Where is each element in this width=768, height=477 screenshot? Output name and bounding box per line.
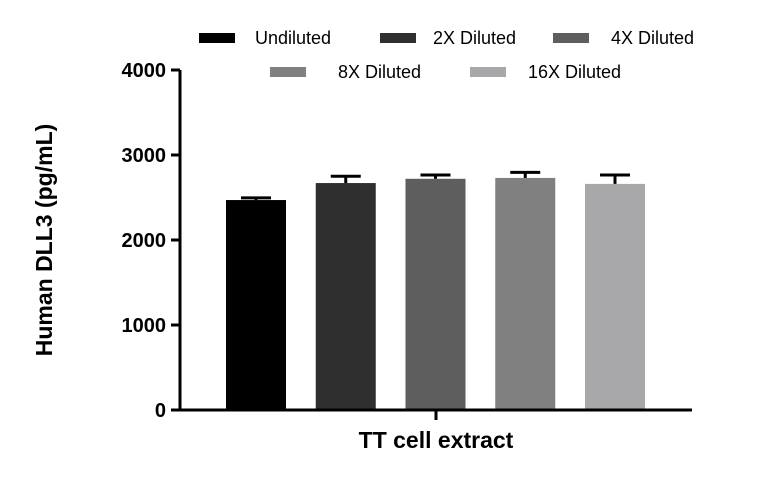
legend: Undiluted 2X Diluted 4X Diluted 8X Diluted 1… [199, 28, 694, 82]
legend-label-0: Undiluted [255, 28, 331, 48]
y-tick-label-2000: 2000 [122, 230, 167, 252]
legend-swatch-3 [270, 67, 306, 77]
y-axis-title: Human DLL3 (pg/mL) [31, 124, 57, 357]
x-axis [180, 408, 692, 420]
legend-swatch-4 [470, 67, 506, 77]
legend-swatch-1 [380, 33, 416, 43]
y-tick-label-4000: 4000 [122, 60, 167, 82]
bar-4x-diluted [405, 178, 466, 410]
legend-swatch-2 [553, 33, 589, 43]
legend-label-4: 16X Diluted [528, 62, 621, 82]
bar-2x-diluted [315, 183, 376, 410]
bars [226, 170, 645, 410]
y-tick-label-3000: 3000 [122, 145, 167, 167]
y-tick-label-1000: 1000 [122, 315, 167, 337]
bar-16x-diluted [585, 183, 645, 410]
legend-swatch-0 [199, 33, 235, 43]
y-tick-label-0: 0 [155, 400, 166, 422]
y-axis: 0 1000 2000 3000 4000 [122, 60, 182, 422]
bar-undiluted [226, 200, 286, 410]
legend-label-2: 4X Diluted [611, 28, 694, 48]
legend-label-3: 8X Diluted [338, 62, 421, 82]
legend-label-1: 2X Diluted [433, 28, 516, 48]
bar-8x-diluted [495, 177, 556, 410]
x-axis-title: TT cell extract [359, 427, 514, 453]
